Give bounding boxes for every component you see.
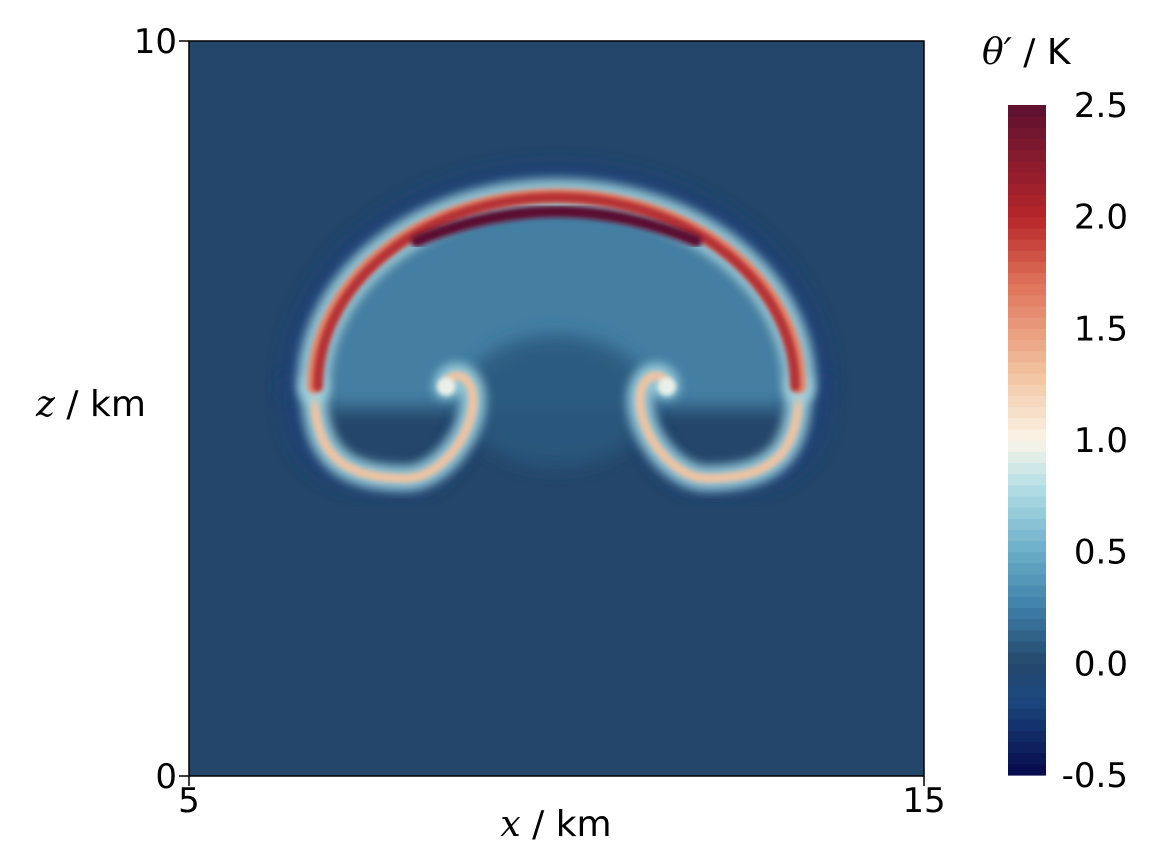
colorbar-band [1008,417,1046,430]
cap-hot-band [312,192,801,392]
colorbar-band [1008,719,1046,731]
colorbar: θ′ / K 2.5 2.0 1.5 1.0 0.5 0.0 -0.5 [982,32,1128,796]
colorbar-ticks: 2.5 2.0 1.5 1.0 0.5 0.0 -0.5 [1062,86,1128,796]
colorbar-band [1008,607,1046,620]
colorbar-band [1008,205,1046,218]
colorbar-band [1008,306,1046,318]
colorbar-band [1008,562,1046,575]
y-axis-ticks: 0 10 [134,22,189,797]
central-gap [460,335,653,468]
colorbar-band [1008,507,1046,519]
colorbar-tick-label: 0.0 [1074,644,1128,684]
colorbar-band [1008,250,1046,262]
colorbar-band [1008,406,1046,419]
colorbar-band [1008,116,1046,128]
colorbar-band [1008,339,1046,352]
colorbar-band [1008,183,1046,195]
x-tick-label: 5 [178,781,200,821]
colorbar-band [1008,484,1046,497]
colorbar-band [1008,641,1046,653]
colorbar-var: θ′ [982,32,1012,73]
colorbar-band [1008,384,1046,396]
rotor-centre-left [437,377,456,396]
colorbar-band [1008,708,1046,720]
colorbar-band [1008,138,1046,151]
colorbar-tick-label: -0.5 [1062,756,1128,796]
colorbar-band [1008,574,1046,586]
colorbar-band [1008,216,1046,229]
colorbar-band [1008,283,1046,296]
colorbar-band [1008,261,1046,274]
colorbar-bands [1008,105,1046,776]
colorbar-band [1008,428,1046,441]
y-axis-label: z / km [35,384,146,425]
plot-frame [188,40,925,777]
y-axis-unit: km [90,384,146,425]
y-tick-label: 10 [134,22,177,62]
negative-rim-arc [282,164,831,396]
colorbar-tick-label: 1.5 [1074,309,1128,349]
colorbar-band [1008,663,1046,676]
x-axis-unit: km [556,804,612,845]
colorbar-band [1008,361,1046,374]
cap-max-crest [410,205,703,247]
colorbar-band [1008,451,1046,463]
colorbar-tick-label: 2.5 [1074,86,1128,126]
colorbar-band [1008,194,1046,207]
x-axis-ticks: 5 15 [178,776,946,821]
colorbar-band [1008,618,1046,631]
colorbar-band [1008,127,1046,140]
colorbar-band [1008,629,1046,642]
y-tick-label: 0 [155,757,177,797]
colorbar-band [1008,596,1046,609]
x-axis-label: x / km [500,804,611,845]
colorbar-band [1008,674,1046,687]
colorbar-band [1008,294,1046,307]
colorbar-band [1008,752,1046,765]
colorbar-band [1008,518,1046,530]
colorbar-band [1008,350,1046,363]
colorbar-band [1008,440,1046,452]
colorbar-title: θ′ / K [982,32,1072,73]
colorbar-band [1008,227,1046,240]
colorbar-band [1008,172,1046,184]
colorbar-band [1008,105,1046,117]
colorbar-band [1008,149,1046,162]
colorbar-band [1008,272,1046,285]
bubble-interior [323,205,790,409]
colorbar-band [1008,685,1046,698]
colorbar-tick-label: 0.5 [1074,533,1128,573]
colorbar-band [1008,652,1046,664]
colorbar-band [1008,741,1046,754]
colorbar-band [1008,529,1046,542]
rotor-centre-right [657,377,676,396]
colorbar-tick-label: 1.0 [1074,421,1128,461]
theta-field [282,164,831,741]
colorbar-band [1008,730,1046,743]
colorbar-band [1008,696,1046,709]
y-axis-var: z [35,384,56,425]
colorbar-band [1008,495,1046,508]
colorbar-band [1008,540,1046,553]
colorbar-band [1008,462,1046,475]
x-tick-label: 15 [902,781,945,821]
rotor-core-left [309,371,478,483]
colorbar-band [1008,239,1046,251]
colorbar-band [1008,328,1046,341]
colorbar-band [1008,395,1046,408]
plot-area [188,40,925,777]
colorbar-band [1008,160,1046,173]
colorbar-band [1008,317,1046,329]
colorbar-band [1008,551,1046,564]
colorbar-tick-label: 2.0 [1074,198,1128,238]
x-axis-var: x [500,804,520,845]
colorbar-band [1008,763,1046,776]
colorbar-band [1008,473,1046,486]
rotor-core-right [635,371,804,483]
colorbar-unit: K [1047,32,1072,73]
colorbar-band [1008,585,1046,597]
colorbar-band [1008,373,1046,385]
